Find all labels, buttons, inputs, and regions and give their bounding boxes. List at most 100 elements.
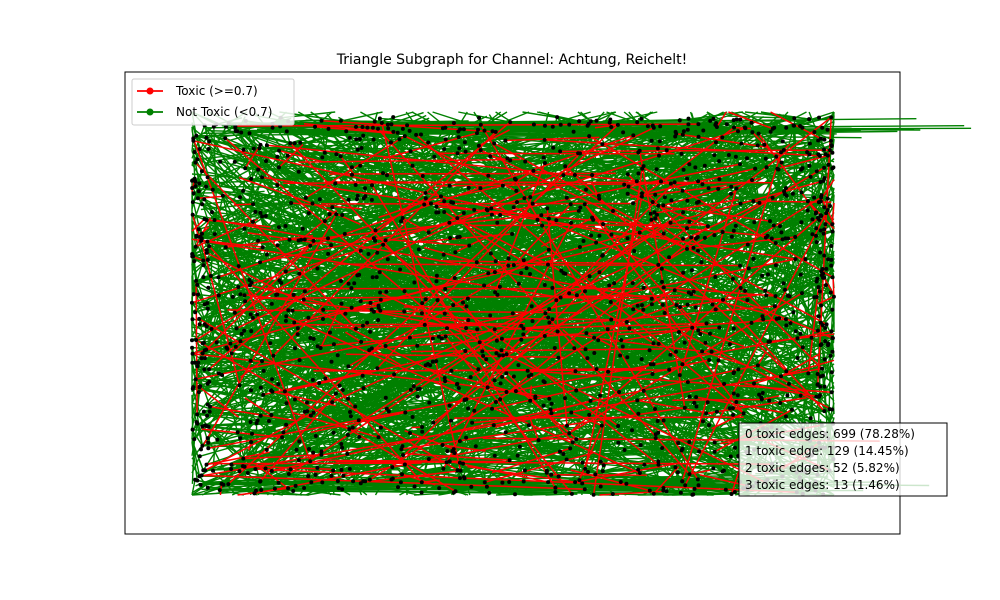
node-1224 (248, 420, 253, 424)
node-1182 (390, 476, 395, 481)
node-837 (445, 326, 449, 331)
node-1038 (199, 236, 204, 241)
node-1166 (564, 457, 569, 462)
toxic-edge-198 (340, 155, 356, 176)
non-toxic-edge-3004 (271, 414, 324, 422)
node-252 (637, 230, 642, 235)
node-1328 (216, 275, 221, 280)
node-775 (704, 321, 709, 326)
node-372 (680, 132, 685, 137)
node-313 (352, 281, 357, 286)
node-75 (346, 197, 351, 202)
non-toxic-edge-1162 (203, 259, 480, 343)
node-109 (587, 274, 592, 279)
node-720 (346, 364, 351, 369)
node-1062 (800, 345, 805, 350)
node-1001 (423, 297, 428, 302)
node-1335 (731, 412, 735, 417)
node-535 (762, 142, 767, 147)
node-249 (549, 411, 554, 416)
node-621 (724, 122, 729, 127)
node-251 (491, 423, 496, 428)
node-1349 (539, 213, 544, 218)
node-629 (815, 328, 820, 333)
node-563 (257, 146, 262, 151)
node-423 (586, 469, 590, 474)
node-855 (443, 137, 448, 142)
node-751 (285, 153, 290, 158)
node-1014 (350, 172, 354, 177)
node-190 (517, 444, 522, 449)
node-656 (696, 328, 701, 333)
node-1384 (271, 353, 276, 358)
node-1213 (711, 116, 716, 121)
non-toxic-edge-2727 (584, 203, 633, 235)
node-131 (197, 316, 202, 321)
toxic-edge-21 (594, 124, 618, 129)
node-497 (815, 372, 820, 376)
node-307 (705, 224, 710, 229)
node-1047 (381, 171, 385, 176)
node-1134 (224, 124, 228, 129)
node-557 (654, 167, 659, 172)
non-toxic-edge-2776 (754, 344, 821, 366)
node-71 (542, 123, 547, 128)
toxic-edge-57 (757, 351, 767, 366)
node-1197 (236, 264, 241, 269)
node-390 (419, 311, 424, 316)
node-85 (396, 485, 400, 490)
node-1163 (511, 374, 516, 379)
node-992 (681, 236, 686, 241)
node-69 (574, 437, 579, 442)
node-474 (609, 232, 614, 237)
non-toxic-edge-2417 (825, 284, 835, 324)
node-1198 (825, 208, 830, 212)
node-558 (205, 485, 210, 490)
node-1265 (655, 146, 660, 151)
node-1032 (610, 492, 615, 496)
node-502 (339, 301, 344, 306)
node-889 (329, 359, 334, 364)
node-220 (591, 492, 596, 497)
node-288 (204, 347, 209, 352)
node-851 (795, 336, 800, 341)
node-1231 (825, 153, 830, 158)
node-212 (399, 219, 404, 224)
node-1078 (528, 195, 533, 200)
non-toxic-edge-2804 (641, 304, 825, 412)
node-612 (317, 381, 322, 385)
toxic-edge-143 (672, 398, 762, 401)
non-toxic-edge-2902 (250, 390, 286, 413)
node-79 (823, 222, 828, 227)
toxic-edge-222 (348, 249, 550, 368)
node-831 (297, 271, 302, 276)
toxic-edge-118 (757, 133, 817, 213)
node-561 (283, 224, 288, 228)
node-1023 (199, 356, 204, 361)
non-toxic-edge-3089 (662, 304, 809, 375)
node-731 (270, 125, 275, 130)
node-897 (615, 122, 620, 127)
node-756 (250, 431, 254, 436)
node-1357 (384, 289, 389, 294)
node-1108 (640, 303, 644, 308)
node-1306 (441, 252, 446, 257)
node-975 (462, 476, 467, 481)
node-351 (353, 183, 358, 187)
node-488 (820, 323, 825, 328)
node-1242 (738, 201, 743, 206)
node-1110 (472, 408, 477, 413)
node-359 (334, 212, 339, 217)
node-1321 (567, 431, 572, 436)
toxic-edge-218 (278, 149, 325, 163)
node-1200 (816, 216, 820, 220)
toxic-edge-111 (289, 142, 574, 443)
node-1268 (823, 326, 828, 330)
node-1366 (402, 309, 407, 314)
toxic-edge-97 (191, 218, 206, 232)
node-964 (238, 195, 242, 200)
node-602 (232, 310, 237, 315)
toxic-edge-215 (561, 370, 576, 376)
node-1383 (205, 239, 210, 244)
node-23 (306, 211, 311, 216)
